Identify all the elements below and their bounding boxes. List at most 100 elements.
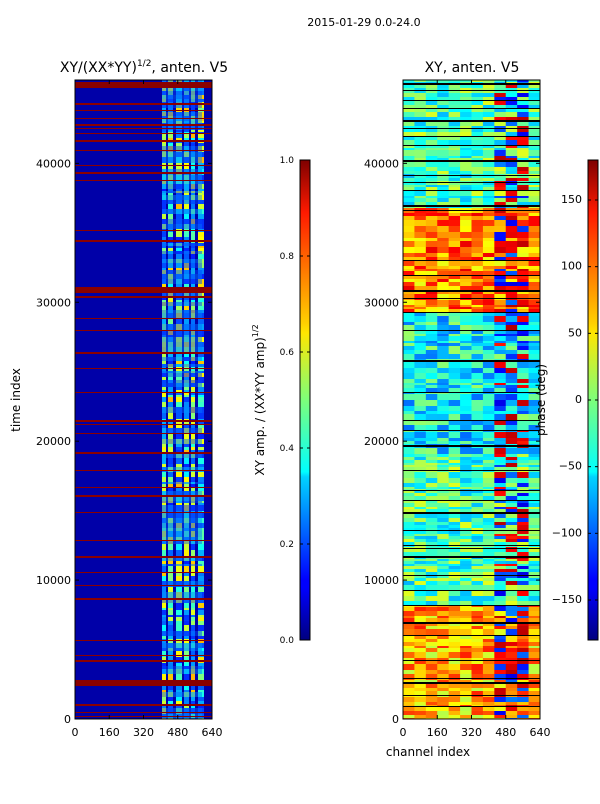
phase-cell [494,616,507,618]
phase-cell [517,616,530,618]
phase-cell [517,688,530,691]
phase-cell [403,420,415,425]
amplitude-cell [162,330,202,335]
phase-cell [528,253,540,257]
phase-cell [403,80,415,82]
phase-cell [460,191,472,196]
amplitude-cell [168,361,173,364]
phase-cell [528,707,540,711]
amplitude-cell [198,572,204,576]
phase-cell [437,145,450,148]
flagged-row [403,575,540,576]
amplitude-cell [168,503,173,505]
flagged-row [403,420,540,421]
phase-cell [471,539,484,542]
phase-cell [482,269,495,271]
phase-cell [414,196,427,198]
phase-cell [460,220,472,226]
phase-cell [482,257,495,261]
phase-cell [505,564,518,566]
x-tick-label: 320 [133,726,154,739]
phase-cell [414,85,427,88]
amplitude-cell [191,130,195,132]
phase-cell [425,585,438,591]
phase-cell [517,312,530,316]
amplitude-cell [162,674,166,680]
phase-cell [482,261,495,266]
amplitude-cell [191,663,195,666]
phase-cell [471,542,484,547]
amplitude-cell [162,146,202,152]
phase-cell [517,346,530,350]
amplitude-cell [184,402,189,407]
phase-cell [403,121,415,126]
amplitude-cell [176,402,182,407]
amplitude-cell [168,651,173,657]
phase-cell [517,472,530,478]
phase-cell [505,465,518,467]
phase-cell [494,465,507,467]
phase-cell [437,185,450,187]
phase-cell [505,191,518,196]
phase-cell [528,232,540,238]
phase-cell [414,441,427,444]
phase-cell [528,145,540,148]
phase-cell [425,108,438,112]
amplitude-cell [198,204,204,209]
phase-cell [471,425,484,430]
phase-cell [505,601,518,605]
phase-cell [403,137,415,140]
phase-cell [425,591,438,596]
phase-cell [403,97,415,100]
amplitude-cell [198,550,204,556]
phase-cell [505,441,518,444]
phase-cell [494,282,507,286]
phase-cell [460,639,472,642]
amplitude-cell [176,621,182,625]
phase-cell [482,646,495,648]
phase-cell [494,257,507,261]
amplitude-cell [168,284,173,287]
amplitude-cell [162,648,202,651]
phase-cell [460,253,472,257]
phase-cell [505,100,518,105]
phase-cell [414,581,427,585]
phase-cell [403,400,415,406]
phase-cell [403,564,415,566]
amplitude-cell [184,477,189,482]
phase-cell [494,507,507,509]
phase-cell [517,552,530,556]
phase-cell [425,309,438,312]
phase-cell [482,80,495,82]
phase-cell [528,187,540,191]
amplitude-cell [198,705,204,708]
phase-cell [505,539,518,542]
amplitude-cell [176,561,182,564]
phase-cell [528,639,540,642]
phase-cell [471,279,484,282]
amplitude-cell [191,690,195,692]
amplitude-cell [191,284,195,287]
phase-cell [403,702,415,705]
phase-cell [482,162,495,167]
phase-cell [437,362,450,368]
amplitude-cell [191,143,195,146]
amplitude-cell [162,180,202,184]
phase-cell [471,148,484,150]
phase-cell [517,652,530,658]
phase-cell [482,518,495,522]
phase-cell [414,178,427,181]
phase-cell [494,648,507,652]
phase-cell [471,702,484,705]
amplitude-cell [176,477,182,482]
phase-cell [414,702,427,705]
phase-cell [460,534,472,536]
phase-cell [494,279,507,282]
phase-cell [437,512,450,518]
amplitude-cell [176,306,182,310]
phase-cell [425,566,438,569]
phase-cell [448,80,461,82]
phase-cell [437,487,450,489]
flagged-row [75,240,212,242]
phase-cell [403,534,415,536]
